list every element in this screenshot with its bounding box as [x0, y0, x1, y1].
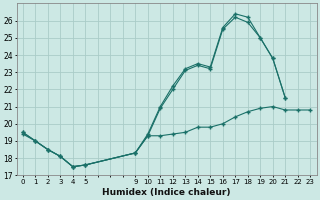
X-axis label: Humidex (Indice chaleur): Humidex (Indice chaleur): [102, 188, 231, 197]
